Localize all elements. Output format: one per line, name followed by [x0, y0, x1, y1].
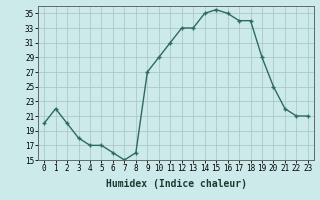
X-axis label: Humidex (Indice chaleur): Humidex (Indice chaleur): [106, 179, 246, 189]
